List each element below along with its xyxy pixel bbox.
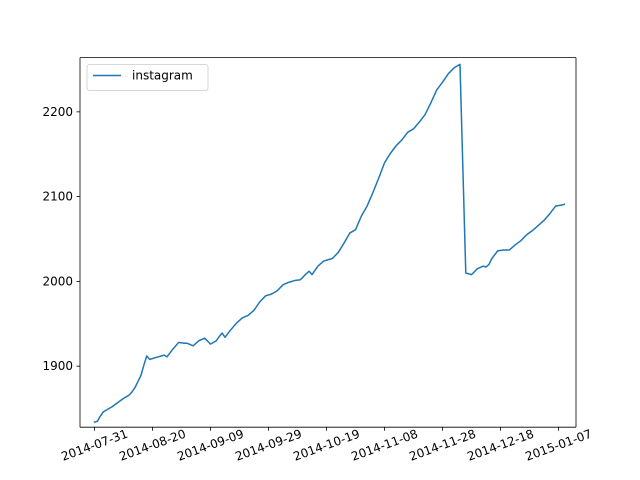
y-tick-label-2200: 2200 xyxy=(42,105,73,119)
y-tick-label-2100: 2100 xyxy=(42,190,73,204)
plot-background xyxy=(80,57,576,428)
legend-label-instagram: instagram xyxy=(132,69,193,83)
y-tick-label-2000: 2000 xyxy=(42,274,73,288)
x-tick-label-2015-01-07: 2015-01-07 xyxy=(523,427,593,464)
y-tick-label-1900: 1900 xyxy=(42,359,73,373)
legend-frame xyxy=(86,64,209,91)
series-line-instagram xyxy=(93,63,566,424)
series-layer xyxy=(93,63,566,424)
legend: instagram xyxy=(86,64,209,91)
